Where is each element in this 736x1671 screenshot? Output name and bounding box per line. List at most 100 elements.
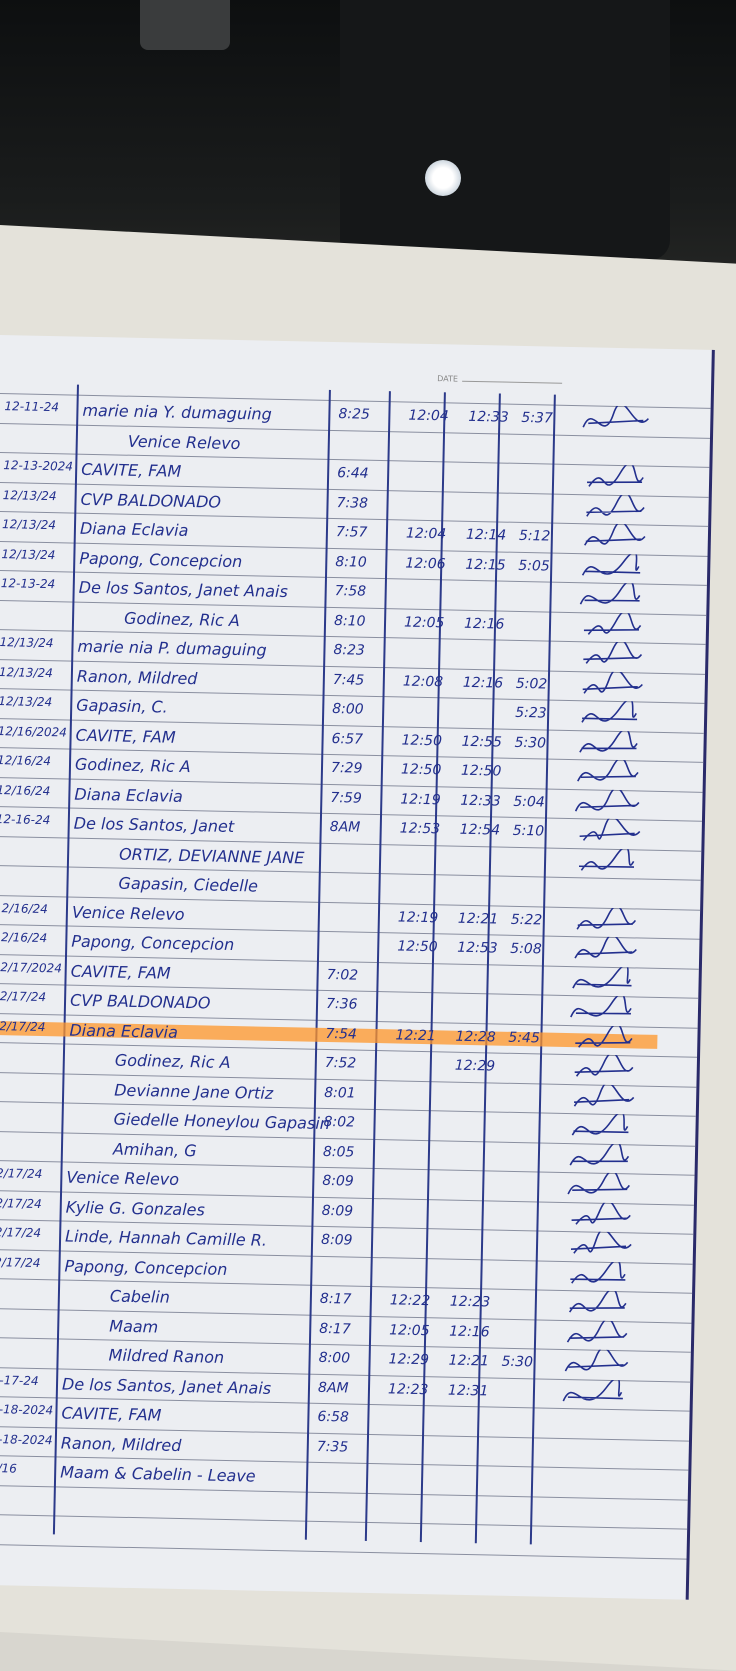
time-out-pm: 5:30 (514, 734, 547, 752)
signature (562, 1378, 623, 1401)
time-in-am: 8:23 (333, 642, 366, 659)
name-cell: Kylie G. Gonzales (65, 1197, 206, 1219)
time-out-am: 12:50 (400, 761, 442, 779)
signature (582, 670, 643, 694)
time-out-pm: 5:37 (521, 409, 553, 427)
signature (581, 700, 638, 723)
log-row: Devianne Jane Ortiz 8:01 (0, 1071, 696, 1115)
log-row: 12/16/24 Diana Eclavia 7:59 12:19 12:33 5:04 (0, 776, 703, 820)
log-row: 12/13/24 CVP BALDONADO 7:38 (0, 481, 709, 525)
name-cell: Cabelin (109, 1286, 171, 1307)
time-in-pm: 12:16 (449, 1323, 490, 1340)
date-cell: 12/13/24 (1, 517, 57, 533)
date-field-line (461, 380, 562, 384)
log-row: ORTIZ, DEVIANNE JANE (0, 835, 701, 879)
attendance-log-sheet: DATE 12-11-24 marie nia Y. dumaguing 8:25 1… (0, 335, 715, 1600)
date-cell: 12/17/24 (0, 1224, 42, 1241)
date-cell: 12-13-2024 (3, 458, 74, 474)
date-cell: 12/13/24 (1, 546, 56, 562)
signature (570, 1260, 626, 1284)
time-out-am: 12:29 (388, 1351, 430, 1369)
name-cell: Maam (109, 1316, 159, 1337)
log-row: 12/13/24 Diana Eclavia 7:57 12:04 12:14 5:12 (0, 511, 708, 555)
time-in-am: 8:09 (321, 1202, 354, 1220)
time-in-pm: 12:23 (449, 1293, 491, 1311)
signature (569, 1142, 630, 1165)
name-cell: Papong, Concepcion (79, 548, 243, 571)
time-in-am: 6:57 (331, 730, 364, 748)
date-cell: 12/17/2024 (0, 959, 63, 975)
name-cell: marie nia Y. dumaguing (82, 400, 273, 424)
name-cell: Godinez, Ric A (123, 608, 241, 630)
name-cell: Ranon, Mildred (60, 1433, 182, 1455)
time-in-am: 8:10 (335, 553, 367, 571)
signature (574, 788, 640, 811)
signature (572, 965, 632, 988)
time-out-pm: 5:23 (515, 704, 547, 722)
log-row: 12/17/24 Papong, Concepcion (0, 1248, 693, 1292)
signature (577, 759, 639, 782)
date-cell: 12/13/24 (0, 694, 53, 710)
time-out-am: 12:19 (397, 908, 439, 926)
name-cell: De los Santos, Janet Anais (61, 1374, 272, 1398)
time-in-am: 8AM (329, 819, 361, 836)
time-in-am: 8:09 (320, 1231, 353, 1249)
log-row: Godinez, Ric A 7:52 12:29 (0, 1042, 697, 1086)
time-in-pm: 12:33 (460, 792, 501, 810)
log-row: Giedelle Honeylou Gapasin 8:02 (0, 1101, 696, 1145)
date-cell: 12/13/24 (0, 635, 54, 651)
log-row: 12/17/24 Linde, Hannah Camille R. 8:09 (0, 1219, 693, 1263)
signature (574, 1053, 634, 1077)
name-cell: Papong, Concepcion (71, 931, 235, 955)
time-in-am: 7:38 (336, 494, 369, 512)
name-cell: Giedelle Honeylou Gapasin (113, 1109, 331, 1134)
signature (579, 582, 641, 605)
name-cell: Venice Relevo (71, 902, 185, 924)
time-in-am: 8:00 (332, 701, 364, 718)
date-cell: 12/16/24 (0, 929, 48, 946)
date-header: DATE (437, 374, 562, 386)
log-row: 12-13-24 De los Santos, Janet Anais 7:58 (0, 570, 707, 614)
signature (567, 1171, 630, 1195)
time-out-pm: 5:04 (513, 793, 545, 811)
name-cell: Maam & Cabelin - Leave (60, 1462, 256, 1486)
date-cell: 12/13/24 (0, 664, 53, 680)
time-in-am: 8:17 (319, 1290, 352, 1308)
time-in-am: 7:58 (334, 583, 367, 600)
time-out-pm: 5:02 (515, 675, 548, 693)
date-cell: 12/13/24 (2, 487, 57, 503)
log-row: 12/17/24 CVP BALDONADO 7:36 (0, 983, 698, 1027)
time-out-am: 12:53 (399, 820, 441, 838)
signature (583, 611, 642, 635)
name-cell: Godinez, Ric A (114, 1050, 231, 1072)
log-row: 12/16/2024 CAVITE, FAM 6:57 12:50 12:55 5:30 (0, 717, 704, 761)
name-cell: CAVITE, FAM (81, 459, 182, 481)
signature (575, 1024, 633, 1048)
time-in-pm: 12:14 (465, 526, 507, 544)
ruled-line (0, 1513, 688, 1530)
name-cell: CVP BALDONADO (69, 990, 211, 1013)
date-cell: 12-17-24 (0, 1372, 39, 1388)
log-row: 12-11-24 marie nia Y. dumaguing 8:25 12:04 1… (0, 393, 711, 437)
name-cell: Venice Relevo (127, 431, 241, 453)
date-cell: 12/17/24 (0, 1165, 43, 1182)
time-in-pm: 12:21 (448, 1352, 490, 1370)
time-out-am: 12:05 (389, 1321, 430, 1339)
log-row: Cabelin 8:17 12:22 12:23 (0, 1278, 692, 1322)
log-row: Amihan, G 8:05 (0, 1130, 695, 1174)
log-row: Godinez, Ric A 8:10 12:05 12:16 (0, 599, 706, 643)
time-out-pm: 5:22 (510, 911, 543, 928)
signature (587, 464, 644, 487)
signature (582, 405, 649, 428)
date-cell: 12-18-2024 (0, 1431, 53, 1447)
time-out-am: 12:19 (400, 790, 441, 808)
name-cell: CAVITE, FAM (75, 725, 176, 747)
time-in-am: 7:52 (324, 1054, 357, 1072)
signature (573, 1083, 635, 1107)
time-out-am: 12:04 (405, 525, 447, 543)
name-cell: ORTIZ, DEVIANNE JANE (118, 844, 305, 867)
log-row: 12-16-24 De los Santos, Janet 8AM 12:53 12:5… (0, 806, 702, 850)
name-cell: Ranon, Mildred (76, 666, 198, 688)
date-cell: 12/16/24 (0, 753, 52, 769)
name-cell: Linde, Hannah Camille R. (64, 1226, 268, 1250)
